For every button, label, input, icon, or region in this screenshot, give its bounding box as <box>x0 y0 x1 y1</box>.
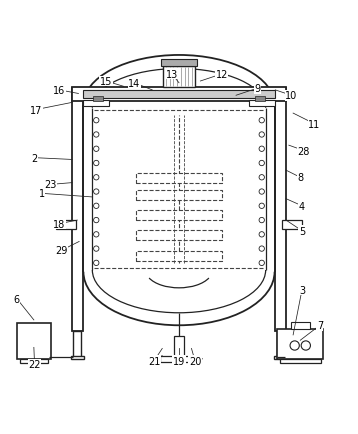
Text: 29: 29 <box>55 246 68 256</box>
Circle shape <box>259 218 265 223</box>
Bar <box>17 324 50 359</box>
Bar <box>136 173 222 183</box>
Circle shape <box>93 218 99 223</box>
Circle shape <box>259 147 265 152</box>
Text: 16: 16 <box>53 85 66 95</box>
Text: 22: 22 <box>28 360 41 370</box>
Text: 2: 2 <box>32 153 38 163</box>
Text: 19: 19 <box>173 356 185 366</box>
Text: 10: 10 <box>285 91 297 101</box>
Bar <box>83 100 110 107</box>
Bar <box>136 210 222 220</box>
Circle shape <box>93 204 99 209</box>
Bar <box>174 336 184 358</box>
Bar <box>20 359 48 364</box>
Bar <box>277 89 284 331</box>
Bar <box>282 220 302 229</box>
Text: 4: 4 <box>299 201 305 211</box>
Circle shape <box>259 118 265 124</box>
Circle shape <box>259 204 265 209</box>
Circle shape <box>93 247 99 252</box>
Circle shape <box>290 341 299 350</box>
Text: 9: 9 <box>255 84 261 94</box>
Ellipse shape <box>92 69 266 148</box>
Bar <box>277 331 285 358</box>
Text: 14: 14 <box>128 79 141 89</box>
Text: 7: 7 <box>317 321 323 331</box>
Bar <box>277 329 323 359</box>
Bar <box>255 97 265 102</box>
Bar <box>72 88 286 102</box>
Text: 18: 18 <box>53 219 66 229</box>
Text: 8: 8 <box>297 173 303 183</box>
Circle shape <box>259 260 265 266</box>
Text: 12: 12 <box>216 70 228 80</box>
Bar <box>92 108 266 270</box>
Circle shape <box>259 161 265 166</box>
Bar <box>136 230 222 240</box>
Circle shape <box>93 260 99 266</box>
Circle shape <box>259 189 265 195</box>
Circle shape <box>259 232 265 237</box>
Circle shape <box>93 132 99 138</box>
Bar <box>136 191 222 201</box>
Circle shape <box>259 132 265 138</box>
Text: 15: 15 <box>100 77 112 87</box>
Circle shape <box>93 232 99 237</box>
Text: 6: 6 <box>14 294 20 304</box>
Circle shape <box>301 341 310 350</box>
Text: 20: 20 <box>189 356 201 366</box>
Bar <box>274 356 287 359</box>
Text: 23: 23 <box>44 180 57 190</box>
Bar <box>248 100 275 107</box>
Ellipse shape <box>92 228 266 313</box>
Bar <box>83 91 275 99</box>
Circle shape <box>93 118 99 124</box>
Bar <box>74 89 81 331</box>
Text: 1: 1 <box>39 189 45 199</box>
Bar <box>275 89 286 331</box>
Text: 21: 21 <box>148 356 160 366</box>
Bar <box>93 97 103 102</box>
Text: 3: 3 <box>299 285 305 295</box>
Bar <box>72 89 83 331</box>
Bar <box>71 356 84 359</box>
Text: 17: 17 <box>30 105 43 115</box>
Circle shape <box>93 161 99 166</box>
Circle shape <box>93 189 99 195</box>
Circle shape <box>259 175 265 181</box>
Bar <box>280 359 320 364</box>
Circle shape <box>259 247 265 252</box>
Text: 5: 5 <box>299 226 305 236</box>
Bar <box>163 66 195 88</box>
Text: 28: 28 <box>297 146 310 156</box>
Bar <box>291 322 310 329</box>
Bar <box>160 356 198 362</box>
Bar <box>161 60 197 66</box>
Circle shape <box>93 147 99 152</box>
Bar <box>136 252 222 261</box>
Circle shape <box>93 175 99 181</box>
Text: 11: 11 <box>308 119 321 129</box>
Bar <box>56 220 76 229</box>
Bar <box>73 331 81 358</box>
Text: 13: 13 <box>166 70 178 80</box>
